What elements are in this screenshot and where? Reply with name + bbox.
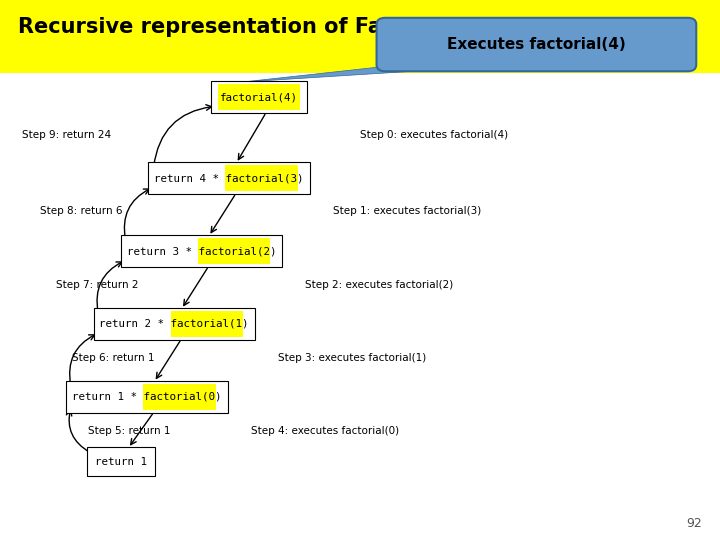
Text: Step 5: return 1: Step 5: return 1 (88, 426, 171, 436)
FancyBboxPatch shape (94, 308, 255, 340)
FancyBboxPatch shape (211, 82, 307, 113)
Text: Step 1: executes factorial(3): Step 1: executes factorial(3) (333, 206, 481, 215)
Text: Step 8: return 6: Step 8: return 6 (40, 206, 122, 215)
Text: Step 4: executes factorial(0): Step 4: executes factorial(0) (251, 426, 399, 436)
FancyBboxPatch shape (121, 235, 282, 267)
FancyBboxPatch shape (218, 84, 300, 111)
Text: Executes factorial(4): Executes factorial(4) (447, 37, 626, 52)
Text: return 2 * factorial(1): return 2 * factorial(1) (99, 319, 249, 329)
Text: factorial(4): factorial(4) (220, 92, 298, 102)
FancyBboxPatch shape (171, 311, 243, 337)
Text: Step 3: executes factorial(1): Step 3: executes factorial(1) (278, 353, 426, 363)
Text: 92: 92 (686, 517, 702, 530)
Text: (1 of 11): (1 of 11) (553, 17, 629, 35)
FancyBboxPatch shape (148, 162, 310, 194)
Bar (0, 0, 720, 73)
Text: Step 6: return 1: Step 6: return 1 (72, 353, 155, 363)
Text: return 3 * factorial(2): return 3 * factorial(2) (127, 246, 276, 256)
FancyBboxPatch shape (143, 383, 216, 410)
FancyBboxPatch shape (225, 165, 298, 191)
Text: return 4 * factorial(3): return 4 * factorial(3) (154, 173, 304, 183)
Text: Step 7: return 2: Step 7: return 2 (56, 280, 139, 290)
FancyBboxPatch shape (377, 18, 696, 71)
Text: Step 0: executes factorial(4): Step 0: executes factorial(4) (360, 130, 508, 140)
FancyBboxPatch shape (87, 447, 155, 476)
FancyBboxPatch shape (198, 238, 271, 264)
Text: return 1: return 1 (95, 457, 147, 467)
FancyBboxPatch shape (66, 381, 228, 413)
Text: Recursive representation of Factorial(4): Recursive representation of Factorial(4) (18, 17, 491, 37)
Text: Step 2: executes factorial(2): Step 2: executes factorial(2) (305, 280, 454, 290)
Text: Step 9: return 24: Step 9: return 24 (22, 130, 111, 140)
Polygon shape (242, 65, 515, 82)
Text: return 1 * factorial(0): return 1 * factorial(0) (72, 392, 222, 402)
